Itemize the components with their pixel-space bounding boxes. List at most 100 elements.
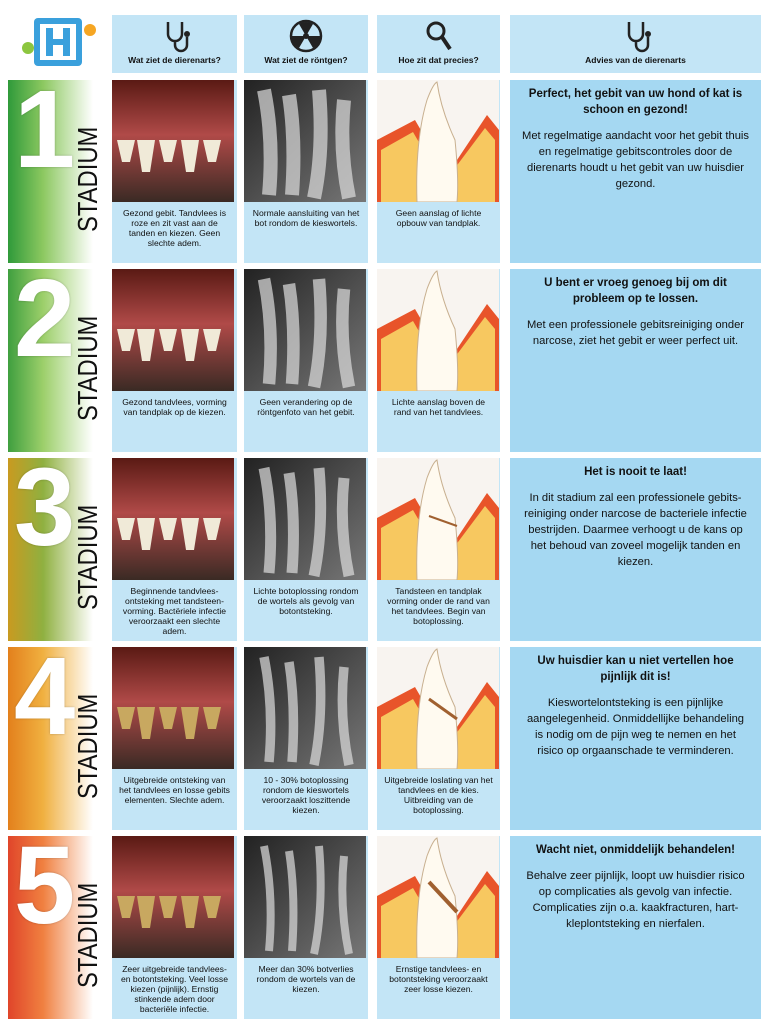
advice-title: Wacht niet, onmiddelijk behandelen! <box>536 844 735 856</box>
tooth-diagram <box>377 647 499 770</box>
mouth-photo <box>112 836 234 958</box>
caption: Gezond gebit. Tandvlees is roze en zit v… <box>122 208 227 248</box>
xray-photo <box>244 647 366 769</box>
stage-cell: Meer dan 30% botverlies rondom de wortel… <box>244 836 368 1019</box>
caption: Ernstige tandvlees- en botontsteking ver… <box>389 964 488 994</box>
image <box>112 80 237 204</box>
image <box>377 647 500 771</box>
advice: U bent er vroeg genoeg bij om dit proble… <box>510 269 761 452</box>
image <box>377 80 500 204</box>
advice-title: Uw huisdier kan u niet vertellen hoe pij… <box>537 655 734 683</box>
advice-title: U bent er vroeg genoeg bij om dit proble… <box>544 277 727 305</box>
caption: Normale aansluiting van het bot rondom d… <box>252 208 360 228</box>
image <box>377 269 500 393</box>
mouth-photo <box>112 647 234 769</box>
stage-cell: Beginnende tandvlees-ontsteking met tand… <box>112 458 237 641</box>
stage-label: STADIUM <box>72 315 103 421</box>
image <box>244 836 368 960</box>
advice-text: Kieswortelontsteking is een pijnlijke aa… <box>526 697 745 757</box>
stage-cell: Zeer uitgebreide tandvlees-en botontstek… <box>112 836 237 1019</box>
stage-label: STADIUM <box>72 882 103 988</box>
caption: Beginnende tandvlees-ontsteking met tand… <box>122 586 227 636</box>
mouth-photo <box>112 458 234 580</box>
caption: Lichte aanslag boven de rand van het tan… <box>391 397 486 417</box>
image <box>244 80 368 204</box>
mouth-photo <box>112 80 234 202</box>
column-header: Advies van de dierenarts <box>585 55 686 65</box>
caption: Geen aanslag of lichte opbouw van tandpl… <box>395 208 482 228</box>
image <box>112 269 237 393</box>
tooth-diagram <box>377 458 499 581</box>
caption: Gezond tandvlees, vorming van tandplak o… <box>122 397 227 417</box>
caption: 10 - 30% botoplossing rondom de kieswort… <box>261 775 351 815</box>
stage-number: 1 <box>14 68 76 191</box>
stage-cell: Gezond gebit. Tandvlees is roze en zit v… <box>112 80 237 263</box>
image <box>112 836 237 960</box>
stage-number: 2 <box>14 257 76 380</box>
radiation-icon <box>289 19 323 53</box>
advice: Wacht niet, onmiddelijk behandelen! Behal… <box>510 836 761 1019</box>
xray-photo <box>244 836 366 958</box>
header-cell: Advies van de dierenarts <box>510 15 761 73</box>
stage-cell: Tandsteen en tandplak vorming onder de r… <box>377 458 500 641</box>
image <box>244 647 368 771</box>
caption: Uitgebreide ontsteking van het tandvlees… <box>119 775 230 805</box>
caption: Geen verandering op de röntgenfoto van h… <box>257 397 355 417</box>
stage-cell: Geen verandering op de röntgenfoto van h… <box>244 269 368 452</box>
stage-label: STADIUM <box>72 693 103 799</box>
advice-text: Met een professionele gebitsreiniging on… <box>526 319 745 347</box>
tooth-diagram <box>377 269 499 392</box>
magnifier-icon <box>426 21 452 51</box>
stage-label: STADIUM <box>72 126 103 232</box>
image <box>377 458 500 582</box>
xray-photo <box>244 458 366 580</box>
stage-band: 1 STADIUM <box>8 68 108 263</box>
stage-cell: 10 - 30% botoplossing rondom de kieswort… <box>244 647 368 830</box>
stage-label: STADIUM <box>72 504 103 610</box>
stage-band: 2 STADIUM <box>8 257 108 452</box>
advice-text: In dit stadium zal een professionele geb… <box>524 492 747 568</box>
stage-band: 4 STADIUM <box>8 635 108 830</box>
caption: Zeer uitgebreide tandvlees-en botontstek… <box>120 964 229 1014</box>
header-cell: Hoe zit dat precies? <box>377 15 500 73</box>
tooth-diagram <box>377 836 499 959</box>
stage-cell: Gezond tandvlees, vorming van tandplak o… <box>112 269 237 452</box>
stage-band: 5 STADIUM <box>8 824 108 1019</box>
caption: Uitgebreide loslating van het tandvlees … <box>384 775 493 815</box>
column-header: Wat ziet de dierenarts? <box>128 55 221 65</box>
caption: Lichte botoplossing rondom de wortels al… <box>253 586 359 616</box>
image <box>377 836 500 960</box>
logo <box>22 18 96 66</box>
advice: Het is nooit te laat! In dit stadium zal … <box>510 458 761 641</box>
tooth-diagram <box>377 80 499 203</box>
advice: Perfect, het gebit van uw hond of kat is… <box>510 80 761 263</box>
stage-band: 3 STADIUM <box>8 446 108 641</box>
image <box>244 269 368 393</box>
advice: Uw huisdier kan u niet vertellen hoe pij… <box>510 647 761 830</box>
image <box>112 458 237 582</box>
stage-cell: Uitgebreide loslating van het tandvlees … <box>377 647 500 830</box>
stage-cell: Geen aanslag of lichte opbouw van tandpl… <box>377 80 500 263</box>
stage-number: 3 <box>14 446 76 569</box>
advice-title: Perfect, het gebit van uw hond of kat is… <box>528 88 743 116</box>
xray-photo <box>244 80 366 202</box>
image <box>112 647 237 771</box>
xray-photo <box>244 269 366 391</box>
stage-number: 5 <box>14 824 76 947</box>
image <box>244 458 368 582</box>
advice-text: Met regelmatige aandacht voor het gebit … <box>522 130 749 190</box>
stage-cell: Uitgebreide ontsteking van het tandvlees… <box>112 647 237 830</box>
stage-cell: Normale aansluiting van het bot rondom d… <box>244 80 368 263</box>
column-header: Wat ziet de röntgen? <box>264 55 348 65</box>
advice-text: Behalve zeer pijnlijk, loopt uw huisdier… <box>526 870 745 930</box>
stethoscope-icon <box>627 22 651 53</box>
stage-number: 4 <box>14 635 76 758</box>
column-header: Hoe zit dat precies? <box>398 55 479 65</box>
stage-cell: Ernstige tandvlees- en botontsteking ver… <box>377 836 500 1019</box>
caption: Tandsteen en tandplak vorming onder de r… <box>387 586 490 626</box>
stage-cell: Lichte botoplossing rondom de wortels al… <box>244 458 368 641</box>
mouth-photo <box>112 269 234 391</box>
caption: Meer dan 30% botverlies rondom de wortel… <box>256 964 356 994</box>
header-cell: Wat ziet de röntgen? <box>244 15 368 73</box>
